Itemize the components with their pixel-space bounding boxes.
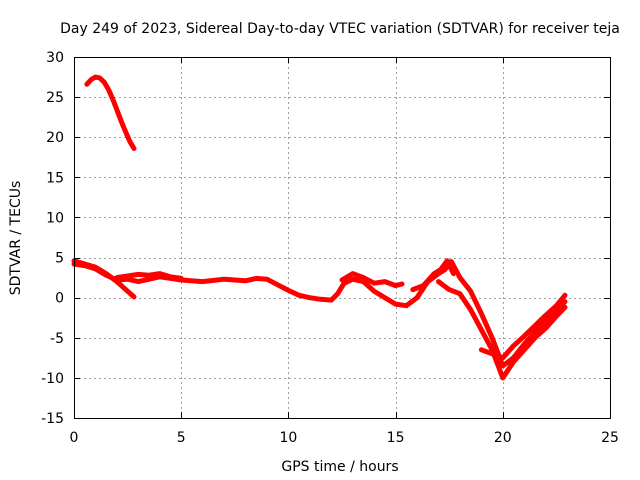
y-tick-label: -5 xyxy=(50,331,64,347)
y-tick-label: 30 xyxy=(46,50,64,66)
x-tick-label: 25 xyxy=(601,430,619,446)
x-tick-label: 10 xyxy=(279,430,297,446)
chart-title: Day 249 of 2023, Sidereal Day-to-day VTE… xyxy=(60,21,620,37)
axis-ticks: 0 5 10 15 20 25 -15 -10 -5 0 5 10 15 20 25 30 xyxy=(41,50,619,446)
y-tick-label: 15 xyxy=(46,170,64,186)
y-tick-label: 25 xyxy=(46,90,64,106)
series-high-arc xyxy=(84,74,137,151)
series-evening-bump xyxy=(339,271,405,289)
x-tick-label: 0 xyxy=(70,430,79,446)
y-tick-label: -15 xyxy=(41,411,64,427)
plot-frame xyxy=(74,57,611,419)
grid-lines xyxy=(74,57,610,418)
y-tick-label: 10 xyxy=(46,210,64,226)
y-tick-label: 5 xyxy=(55,251,64,267)
series-dip-return xyxy=(478,292,568,361)
series-lower-branch xyxy=(71,258,137,300)
y-tick-label: 0 xyxy=(55,291,64,307)
series-morning-wave xyxy=(410,258,456,293)
y-tick-label: -10 xyxy=(41,371,64,387)
series-main-band xyxy=(71,259,568,369)
x-tick-label: 15 xyxy=(387,430,405,446)
y-tick-label: 20 xyxy=(46,130,64,146)
x-tick-label: 5 xyxy=(177,430,186,446)
series-dip-branch xyxy=(436,279,568,381)
data-series xyxy=(71,74,568,381)
series-upper-branch xyxy=(114,271,184,281)
x-axis-label: GPS time / hours xyxy=(281,459,398,475)
x-tick-label: 20 xyxy=(494,430,512,446)
y-axis-label: SDTVAR / TECUs xyxy=(8,181,24,296)
